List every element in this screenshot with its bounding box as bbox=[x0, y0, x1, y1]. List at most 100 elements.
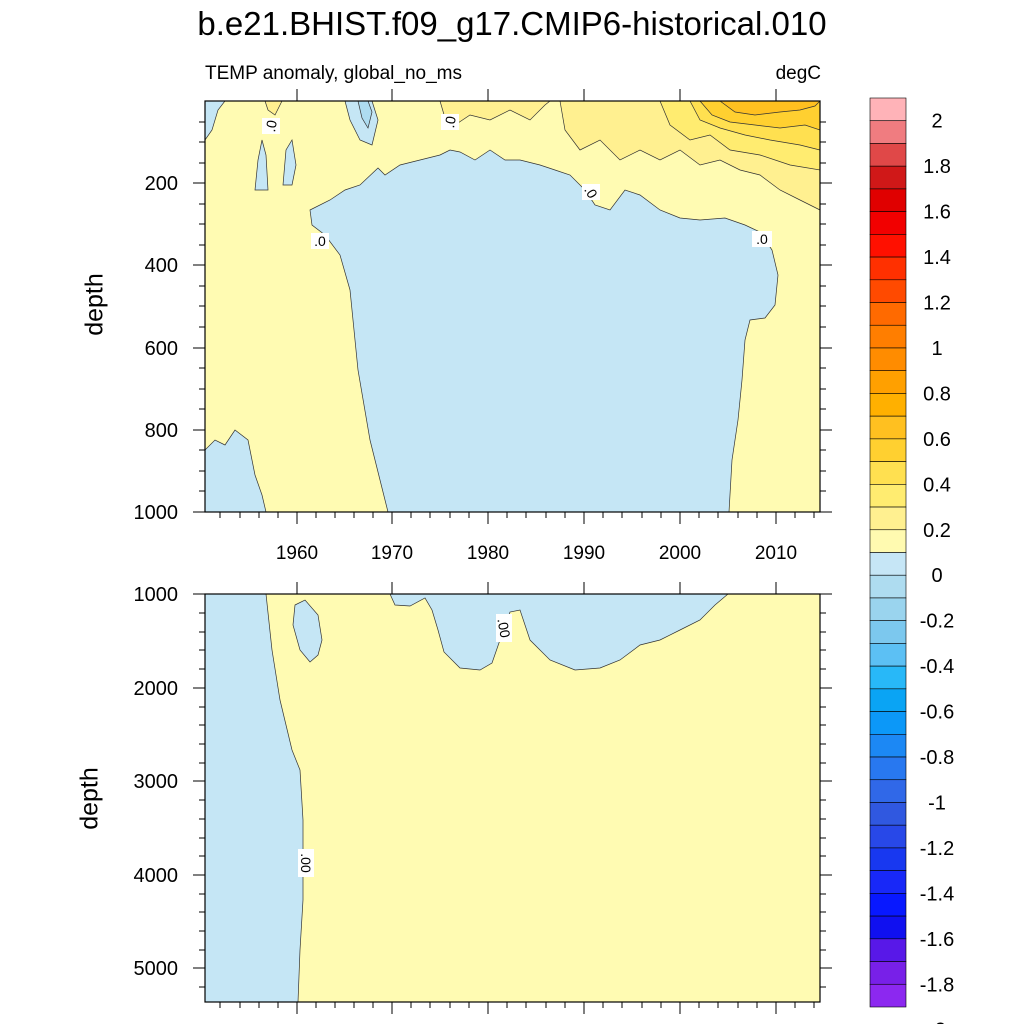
upper-contour-label-bg-5 bbox=[752, 231, 772, 247]
lower-region-negative-top bbox=[389, 593, 729, 671]
colorbar-label: -1.8 bbox=[920, 974, 954, 996]
lower-y-tick-labels: 1000 2000 3000 4000 5000 bbox=[134, 584, 179, 980]
lower-patch-negative-1 bbox=[292, 599, 323, 663]
upper-y-tick-label: 200 bbox=[145, 173, 178, 195]
colorbar-swatch bbox=[869, 256, 907, 281]
upper-patch-negative-1 bbox=[254, 139, 269, 191]
colorbar-label: -1.4 bbox=[920, 883, 954, 905]
colorbar bbox=[869, 97, 907, 1008]
lower-contour-label-2: .00 bbox=[298, 853, 314, 873]
chart-subtitle-variable: TEMP anomaly, global_no_ms bbox=[205, 63, 462, 84]
colorbar-swatch bbox=[869, 415, 907, 440]
lower-plot: .00 .00 bbox=[134, 582, 832, 1014]
lower-y-tick-label: 4000 bbox=[134, 865, 179, 887]
x-tick-label: 1980 bbox=[467, 543, 509, 564]
upper-contour-label-bg-4 bbox=[582, 184, 600, 200]
colorbar-label: -1.2 bbox=[920, 838, 954, 860]
upper-y-tick-label: 400 bbox=[145, 255, 178, 277]
colorbar-swatch bbox=[869, 552, 907, 576]
x-tick-label: 2010 bbox=[755, 543, 797, 564]
lower-ticks bbox=[193, 582, 832, 1014]
colorbar-label: -0.8 bbox=[920, 747, 954, 769]
colorbar-label: 0.6 bbox=[923, 429, 951, 451]
lower-y-tick-label: 2000 bbox=[134, 678, 179, 700]
colorbar-swatch bbox=[869, 733, 907, 758]
lower-y-tick-label: 1000 bbox=[134, 584, 179, 606]
x-tick-label: 1960 bbox=[276, 543, 318, 564]
colorbar-swatch bbox=[869, 779, 907, 803]
colorbar-swatch bbox=[869, 574, 907, 599]
colorbar-label: 0.2 bbox=[923, 520, 951, 542]
x-tick-label: 2000 bbox=[659, 543, 701, 564]
colorbar-label: 1.4 bbox=[923, 247, 951, 269]
colorbar-swatch bbox=[869, 234, 907, 258]
colorbar-label: 2 bbox=[931, 111, 942, 133]
colorbar-swatch bbox=[869, 461, 907, 485]
colorbar-label: 0 bbox=[931, 565, 942, 587]
x-tick-labels: 1960 1970 1980 1990 2000 2010 bbox=[276, 543, 797, 564]
colorbar-label: 1.6 bbox=[923, 202, 951, 224]
colorbar-label: -0.6 bbox=[920, 702, 954, 724]
colorbar-label: -0.2 bbox=[920, 611, 954, 633]
lower-background-positive bbox=[205, 594, 820, 1002]
colorbar-swatch bbox=[869, 324, 907, 349]
colorbar-swatch bbox=[869, 211, 907, 235]
lower-y-tick-label: 5000 bbox=[134, 958, 179, 980]
colorbar-label: -1 bbox=[928, 792, 946, 814]
upper-region-negative-left bbox=[204, 429, 267, 513]
colorbar-label: -1.6 bbox=[920, 929, 954, 951]
colorbar-label: 0.4 bbox=[923, 474, 951, 496]
colorbar-labels: 2 1.8 1.6 1.4 1.2 1 0.8 0.6 0.4 0.2 0 -0.2 -0.4 -0.6 -… bbox=[920, 111, 954, 1024]
colorbar-swatch bbox=[869, 665, 907, 690]
colorbar-label: 1.2 bbox=[923, 293, 951, 315]
upper-ticks bbox=[193, 89, 832, 524]
colorbar-label: 1 bbox=[931, 338, 942, 360]
colorbar-swatch bbox=[869, 143, 907, 167]
upper-y-tick-label: 600 bbox=[145, 338, 178, 360]
upper-contour-label-bg-2 bbox=[311, 233, 329, 249]
colorbar-swatch bbox=[869, 643, 907, 667]
chart-subtitle-units: degC bbox=[775, 63, 821, 84]
upper-warm-patch-5 bbox=[718, 100, 821, 116]
colorbar-swatch bbox=[869, 688, 907, 712]
upper-contour-label-2: .0 bbox=[314, 233, 326, 249]
x-tick-label: 1970 bbox=[371, 543, 413, 564]
lower-contour-label-1: .00 bbox=[494, 617, 513, 639]
chart-title: b.e21.BHIST.f09_g17.CMIP6-historical.010 bbox=[197, 5, 827, 42]
colorbar-swatch bbox=[869, 915, 907, 940]
colorbar-label: 1.8 bbox=[923, 156, 951, 178]
colorbar-swatch bbox=[869, 484, 907, 508]
upper-contour-label-bg-1 bbox=[262, 118, 280, 134]
lower-frame bbox=[204, 593, 821, 1003]
colorbar-swatch bbox=[869, 893, 907, 917]
colorbar-swatch bbox=[869, 188, 907, 212]
upper-y-tick-label: 800 bbox=[145, 420, 178, 442]
colorbar-swatch bbox=[869, 393, 907, 417]
lower-y-tick-label: 3000 bbox=[134, 771, 179, 793]
lower-contour-label-bg-1 bbox=[496, 614, 512, 642]
colorbar-swatch bbox=[869, 302, 907, 326]
colorbar-swatch bbox=[869, 620, 907, 644]
colorbar-swatch bbox=[869, 802, 907, 826]
colorbar-swatch bbox=[869, 279, 907, 303]
colorbar-swatch bbox=[869, 711, 907, 735]
upper-plot: .0 .0 .0 .0 .0 bbox=[134, 89, 832, 564]
colorbar-swatch bbox=[869, 938, 907, 962]
colorbar-swatch bbox=[869, 370, 907, 394]
colorbar-swatch bbox=[869, 438, 907, 462]
upper-contour-label-5: .0 bbox=[756, 231, 768, 247]
colorbar-swatch bbox=[869, 983, 907, 1008]
upper-contour-label-bg-3 bbox=[441, 114, 459, 130]
colorbar-label: 0.8 bbox=[923, 383, 951, 405]
x-tick-label: 1990 bbox=[563, 543, 605, 564]
colorbar-swatch bbox=[869, 824, 907, 849]
colorbar-swatch bbox=[869, 961, 907, 985]
colorbar-swatch bbox=[869, 97, 907, 122]
colorbar-swatch bbox=[869, 506, 907, 531]
colorbar-swatch bbox=[869, 870, 907, 894]
colorbar-swatch bbox=[869, 347, 907, 372]
lower-contour-label-bg-2 bbox=[298, 849, 314, 877]
colorbar-swatch bbox=[869, 529, 907, 553]
colorbar-swatch bbox=[869, 597, 907, 621]
